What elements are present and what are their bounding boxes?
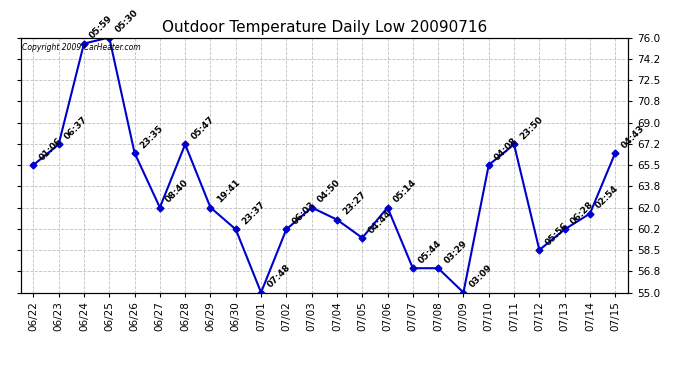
Text: 06:03: 06:03: [290, 200, 317, 226]
Text: 03:29: 03:29: [442, 239, 469, 266]
Text: 07:48: 07:48: [265, 263, 292, 290]
Text: 08:40: 08:40: [164, 178, 190, 205]
Text: 23:50: 23:50: [518, 115, 544, 142]
Title: Outdoor Temperature Daily Low 20090716: Outdoor Temperature Daily Low 20090716: [161, 20, 487, 35]
Text: 04:43: 04:43: [620, 123, 646, 150]
Text: 05:59: 05:59: [88, 14, 115, 41]
Text: 04:08: 04:08: [493, 136, 520, 162]
Text: Copyright 2009 CarHeater.com: Copyright 2009 CarHeater.com: [22, 43, 141, 52]
Text: 05:14: 05:14: [392, 178, 418, 205]
Text: 23:35: 23:35: [139, 123, 166, 150]
Text: 01:06: 01:06: [37, 136, 64, 162]
Text: 03:09: 03:09: [468, 263, 494, 290]
Text: 04:44: 04:44: [366, 208, 393, 235]
Text: 05:44: 05:44: [417, 239, 444, 266]
Text: 06:37: 06:37: [63, 115, 90, 142]
Text: 02:54: 02:54: [594, 184, 621, 211]
Text: 04:50: 04:50: [316, 178, 342, 205]
Text: 06:28: 06:28: [569, 200, 595, 226]
Text: 05:30: 05:30: [113, 8, 140, 35]
Text: 19:41: 19:41: [215, 178, 242, 205]
Text: 05:47: 05:47: [189, 115, 216, 142]
Text: 23:27: 23:27: [341, 190, 368, 217]
Text: 05:56: 05:56: [544, 221, 570, 247]
Text: 23:37: 23:37: [240, 200, 266, 226]
